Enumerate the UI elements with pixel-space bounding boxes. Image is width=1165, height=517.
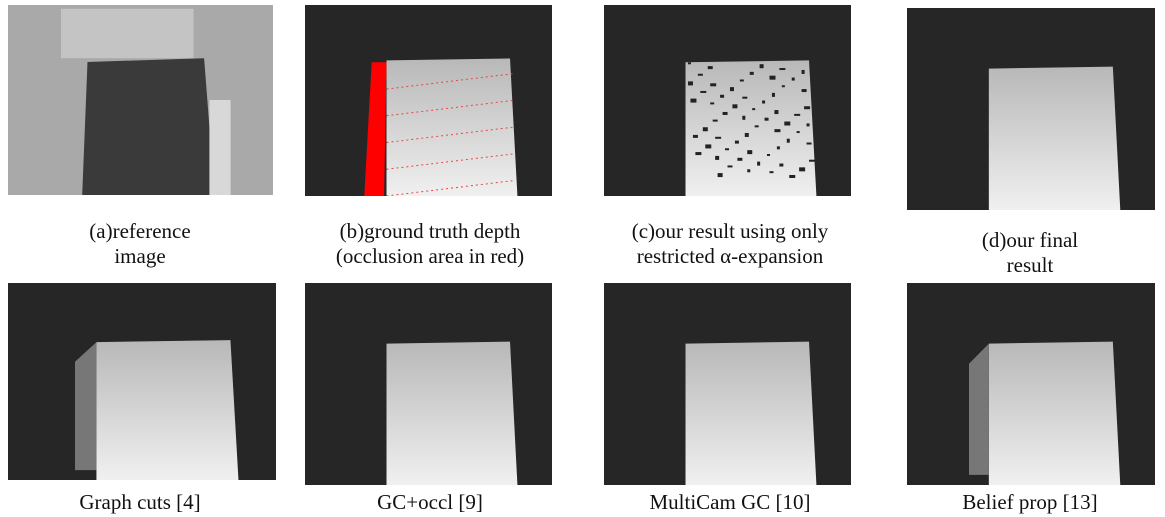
panel-image xyxy=(8,5,273,195)
caption-line: GC+occl [9] xyxy=(377,490,483,515)
caption-line: Graph cuts [4] xyxy=(79,490,200,515)
caption: MultiCam GC [10] xyxy=(650,490,811,515)
caption: Belief prop [13] xyxy=(962,490,1097,515)
caption-line: (d)our final xyxy=(982,228,1078,253)
panel-image xyxy=(305,5,552,196)
figure: (a)referenceimage (b)ground truth depth(o… xyxy=(0,0,1165,517)
caption-line: (c)our result using only xyxy=(632,219,829,244)
caption-line: image xyxy=(89,244,190,269)
caption-line: result xyxy=(982,253,1078,278)
panel-image xyxy=(604,283,851,485)
caption-line: MultiCam GC [10] xyxy=(650,490,811,515)
panel-image xyxy=(8,283,276,480)
panel-image xyxy=(907,8,1155,210)
caption-line: (a)reference xyxy=(89,219,190,244)
panel-image xyxy=(604,5,851,196)
caption-line: (b)ground truth depth xyxy=(336,219,524,244)
caption-line: Belief prop [13] xyxy=(962,490,1097,515)
panel-image xyxy=(305,283,552,485)
caption-line: (occlusion area in red) xyxy=(336,244,524,269)
caption: (b)ground truth depth(occlusion area in … xyxy=(336,219,524,269)
caption: GC+occl [9] xyxy=(377,490,483,515)
panel-image xyxy=(907,283,1155,485)
caption: Graph cuts [4] xyxy=(79,490,200,515)
caption-line: restricted α-expansion xyxy=(632,244,829,269)
